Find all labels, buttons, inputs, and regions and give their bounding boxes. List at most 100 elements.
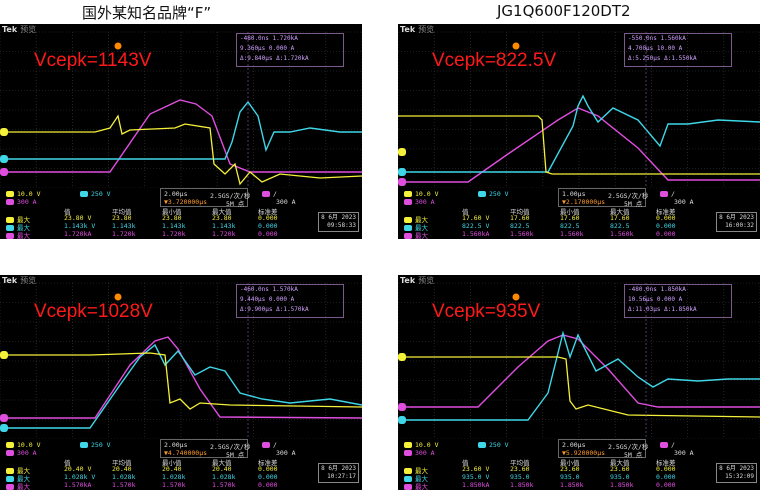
hdr-std: 标准差 [258, 459, 278, 467]
ch3-setting[interactable]: 300 A [404, 198, 435, 206]
measure-std: 0.000 [656, 465, 676, 473]
measure-max: 23.60 [610, 465, 630, 473]
measure-min: 1.720k [162, 230, 186, 238]
horizontal-box [558, 188, 646, 207]
measure-value: 1.850kA [462, 481, 490, 489]
ch1-setting[interactable]: 10.0 V [404, 441, 438, 449]
timebase[interactable]: 2.00μs [164, 190, 188, 198]
cursor-readout: -460.0ns 1.570kA 9.440μs 0.000 A Δ:9.900… [236, 284, 344, 318]
measure-min: 1.850k [560, 481, 584, 489]
ch1-setting[interactable]: 10.0 V [6, 190, 40, 198]
measure-mean: 20.40 [112, 465, 132, 473]
measure-row-3: 最大 [404, 481, 428, 490]
channel-markers [0, 128, 8, 176]
hdr-max: 最大值 [212, 208, 232, 216]
measure-min: 17.60 [560, 214, 580, 222]
ch1-setting[interactable]: 10.0 V [404, 190, 438, 198]
vcepk-label: Vcepk=1143V [34, 50, 152, 71]
ch1-marker [398, 148, 406, 156]
measure-value: 1.143k V [64, 222, 96, 230]
trace-ch1-vge [398, 115, 760, 175]
measure-value: 822.5 V [462, 222, 490, 230]
record-length: 5M 点 [226, 451, 245, 459]
measure-row-2: 最大 [404, 222, 428, 232]
vcepk-label: Vcepk=822.5V [432, 50, 557, 71]
sample-rate: 2.5GS/次/秒 [210, 192, 251, 200]
waveform-plot [0, 282, 362, 439]
measure-std: 0.000 [656, 214, 676, 222]
measure-mean: 1.560k [510, 230, 534, 238]
measure-value: 17.60 V [462, 214, 490, 222]
scope-3: Tek 预览 Vcepk=1028V -460.0ns 1.570kA 9.440… [0, 275, 362, 490]
ch1-marker [0, 128, 8, 136]
ch2-setting[interactable]: 250 V [478, 441, 509, 449]
hdr-max: 最大值 [610, 208, 630, 216]
grid [398, 31, 760, 188]
timebase[interactable]: 2.00μs [164, 441, 188, 449]
trigger-source[interactable]: / [660, 441, 675, 449]
measure-mean: 1.850k [510, 481, 534, 489]
status-panel: 10.0 V 250 V 300 A 1.00μs 2.5GS/次/秒 ▼2.1… [398, 188, 760, 239]
measure-row-2: 最大 [6, 222, 30, 232]
measure-row-1: 最大 [6, 465, 30, 475]
measure-max: 935.0 [610, 473, 630, 481]
channel-markers [0, 351, 8, 432]
trigger-source[interactable]: / [262, 190, 277, 198]
ch2-setting[interactable]: 250 V [80, 441, 111, 449]
horizontal-box [160, 188, 248, 207]
hdr-value: 值 [64, 459, 71, 467]
grid [0, 31, 362, 188]
hdr-mean: 平均值 [510, 459, 530, 467]
measure-std: 0.000 [258, 465, 278, 473]
measure-row-1: 最大 [6, 214, 30, 224]
measure-max: 822.5 [610, 222, 630, 230]
timebase[interactable]: 2.00μs [562, 441, 586, 449]
trigger-position: ▼2.170000μs [562, 198, 606, 206]
sample-rate: 2.5GS/次/秒 [608, 192, 649, 200]
scope-4: Tek 预览 Vcepk=935V -480.0ns 1.850kA 10.56μ… [398, 275, 760, 490]
measure-min: 1.028k [162, 473, 186, 481]
hdr-min: 最小值 [560, 459, 580, 467]
trace-ch2-vce [398, 94, 760, 173]
waveform-plot [0, 31, 362, 188]
measure-min: 23.80 [162, 214, 182, 222]
measure-value: 20.40 V [64, 465, 92, 473]
trigger-level: 300 A [674, 449, 694, 457]
timebase[interactable]: 1.00μs [562, 190, 586, 198]
datetime: 8 6月 2023 10:27:17 [318, 463, 359, 483]
status-panel: 10.0 V 250 V 300 A 2.00μs 2.5GS/次/秒 ▼4.7… [0, 439, 362, 490]
measure-mean: 1.570k [112, 481, 136, 489]
trace-ch1-vge [0, 352, 362, 410]
scope-brand: Tek 预览 [400, 25, 435, 34]
trigger-source[interactable]: / [660, 190, 675, 198]
trace-ch2-vce [0, 343, 362, 429]
ch2-setting[interactable]: 250 V [80, 190, 111, 198]
hdr-mean: 平均值 [510, 208, 530, 216]
ch1-setting[interactable]: 10.0 V [6, 441, 40, 449]
waveform-plot [398, 282, 760, 439]
ch2-marker [0, 155, 8, 163]
measure-row-2: 最大 [404, 473, 428, 483]
sample-rate: 2.5GS/次/秒 [608, 443, 649, 451]
record-length: 5M 点 [226, 200, 245, 208]
trigger-position: ▼3.720000μs [164, 198, 208, 206]
measure-std: 0.000 [656, 230, 676, 238]
ch3-setting[interactable]: 300 A [6, 449, 37, 457]
cursor-readout: -480.0ns 1.720kA 9.360μs 0.000 A Δ:9.840… [236, 33, 344, 67]
vcepk-label: Vcepk=1028V [34, 301, 153, 322]
hdr-value: 值 [462, 459, 469, 467]
hdr-value: 值 [462, 208, 469, 216]
ch2-setting[interactable]: 250 V [478, 190, 509, 198]
waveform-plot [398, 31, 760, 188]
ch3-setting[interactable]: 300 A [404, 449, 435, 457]
trigger-level: 300 A [276, 449, 296, 457]
trigger-source[interactable]: / [262, 441, 277, 449]
scope-2: Tek 预览 Vcepk=822.5V -550.0ns 1.560kA 4.70… [398, 24, 760, 239]
trigger-marker [512, 293, 520, 301]
measure-min: 1.560k [560, 230, 584, 238]
trigger-level: 300 A [276, 198, 296, 206]
measure-max: 17.60 [610, 214, 630, 222]
ch3-setting[interactable]: 300 A [6, 198, 37, 206]
trace-ch3-current [0, 99, 362, 173]
scope-brand: Tek 预览 [2, 25, 37, 34]
